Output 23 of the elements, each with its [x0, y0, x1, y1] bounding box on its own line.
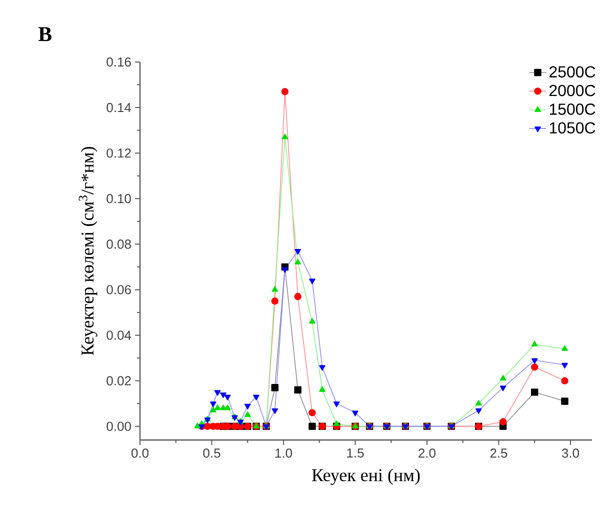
- y-tick-label: 0.14: [106, 102, 132, 112]
- y-tick-label: 0.06: [106, 285, 131, 294]
- y-tick-label: 0.00: [106, 422, 131, 431]
- legend-label: 1500C: [550, 104, 596, 115]
- chart-title: B: [38, 27, 52, 42]
- y-tick-label: 0.08: [106, 240, 131, 249]
- x-tick-label: 1.5: [347, 448, 364, 458]
- y-axis-title: Кеуектер көлемі (см$^{3}$/г*нм): [78, 146, 98, 356]
- x-tick-label: 2.5: [490, 448, 508, 458]
- y-tick-label: 0.04: [106, 330, 132, 340]
- x-tick-label: 0.0: [131, 448, 149, 458]
- x-tick-label: 1.0: [275, 448, 292, 458]
- x-tick-label: 3.0: [562, 448, 580, 458]
- y-tick-label: 0.02: [106, 376, 131, 386]
- x-tick-label: 2.0: [418, 448, 436, 458]
- y-tick-label: 0.12: [106, 148, 131, 158]
- legend-label: 2500C: [549, 66, 596, 78]
- legend-label: 2000C: [549, 84, 596, 96]
- x-tick-label: 0.5: [203, 448, 220, 458]
- y-tick-label: 0.10: [106, 194, 131, 204]
- legend-label: 1050C: [550, 122, 596, 134]
- y-tick-label: 0.16: [106, 57, 131, 67]
- x-axis-title: Кеуек ені (нм): [312, 468, 420, 485]
